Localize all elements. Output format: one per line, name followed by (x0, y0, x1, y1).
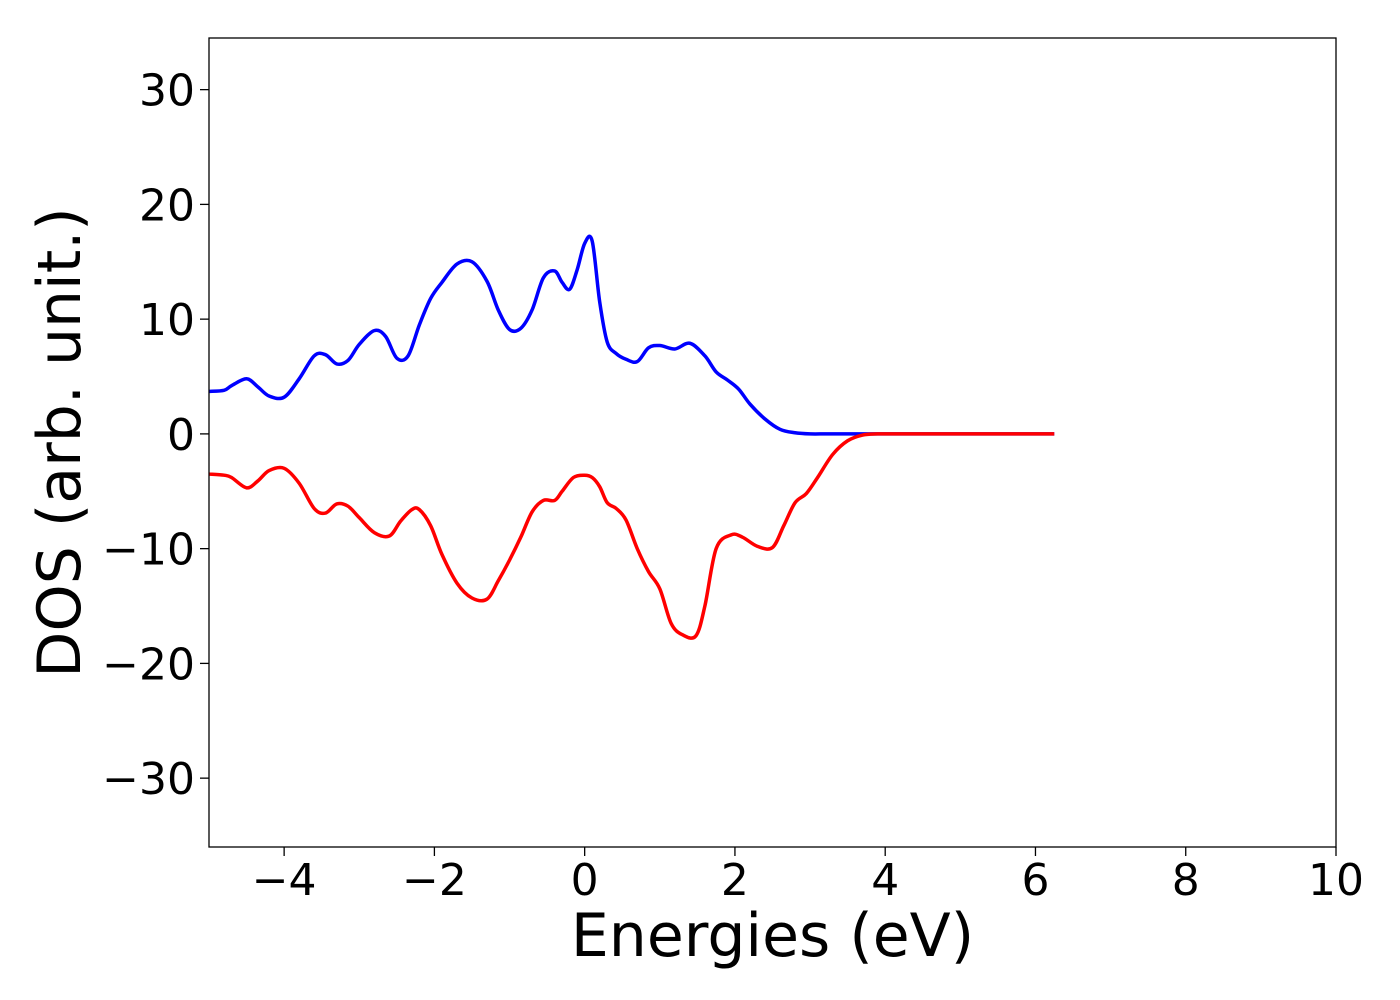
x-tick-label: 8 (1172, 855, 1200, 906)
y-tick-label: 0 (167, 410, 195, 461)
y-tick-label: 20 (139, 180, 195, 231)
x-tick-label: −2 (402, 855, 467, 906)
series-lines (208, 234, 1055, 640)
x-tick-label: 0 (571, 855, 599, 906)
x-axis: −4 −2 0 2 4 6 8 10 (252, 847, 1364, 906)
series-line-1 (208, 234, 1055, 436)
series-line-2 (208, 432, 1055, 640)
x-tick-label: 2 (721, 855, 749, 906)
x-tick-label: −4 (252, 855, 317, 906)
x-tick-label: 6 (1021, 855, 1049, 906)
y-axis: −30 −20 −10 0 10 20 30 (102, 66, 209, 805)
y-axis-title: DOS (arb. unit.) (25, 207, 95, 677)
y-tick-label: 30 (139, 66, 195, 117)
y-tick-label: −10 (102, 525, 195, 576)
x-tick-label: 4 (871, 855, 899, 906)
y-tick-label: 10 (139, 295, 195, 346)
plot-frame (208, 37, 1337, 848)
y-tick-label: −20 (102, 639, 195, 690)
x-tick-label: 10 (1308, 855, 1364, 906)
y-tick-label: −30 (102, 754, 195, 805)
x-axis-title: Energies (eV) (571, 901, 974, 971)
